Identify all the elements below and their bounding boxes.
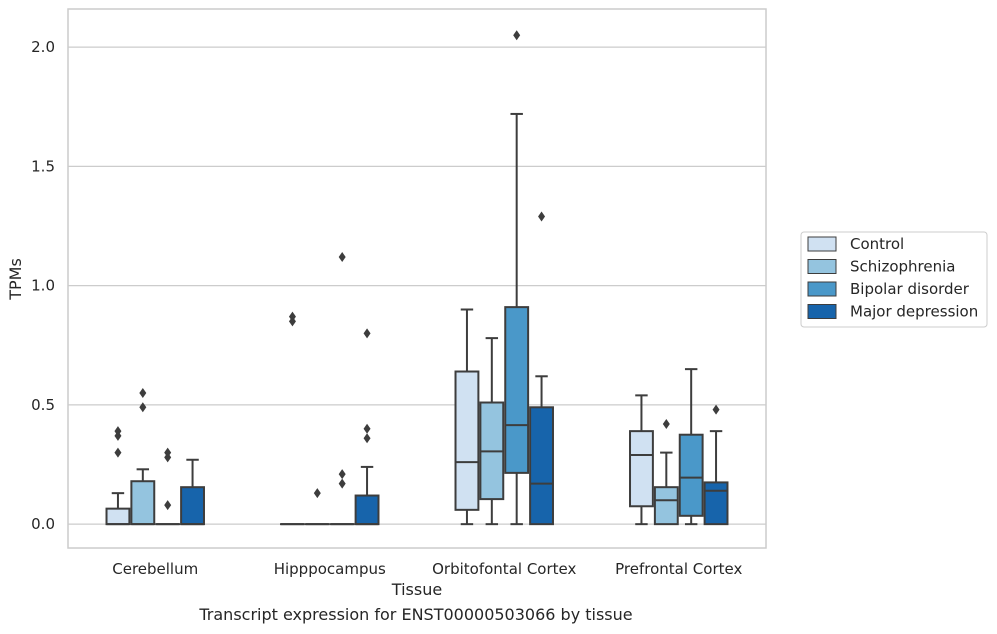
box-body [180, 486, 205, 526]
box-1-1 [304, 488, 330, 526]
outlier-point [513, 30, 521, 41]
legend-label: Major depression [850, 303, 978, 321]
legend-frame [800, 231, 988, 328]
outlier-point [363, 328, 371, 339]
y-axis-label: TPMs [6, 258, 25, 301]
box-0-3 [629, 394, 654, 526]
box-body [454, 370, 480, 511]
box-body [529, 406, 554, 526]
outlier-point [313, 488, 321, 499]
x-tick-labels: Cerebellum Hipppocampus Orbitofontal Corte… [112, 560, 742, 578]
box-body [678, 433, 704, 517]
legend-label: Bipolar disorder [850, 280, 970, 298]
legend-swatch [807, 281, 837, 297]
x-tick-label: Cerebellum [112, 560, 198, 578]
box-1-0 [130, 387, 156, 526]
legend-label: Control [850, 235, 904, 253]
box-3-2 [529, 211, 554, 526]
box-0-2 [454, 308, 480, 526]
outlier-point [288, 311, 296, 322]
x-tick-label: Orbitofontal Cortex [432, 560, 576, 578]
grid-lines [68, 46, 766, 525]
box-3-0 [180, 458, 205, 526]
y-tick-label: 0.5 [31, 396, 55, 414]
x-tick-label: Hipppocampus [274, 560, 386, 578]
outlier-point [712, 404, 720, 415]
legend-swatch [807, 304, 837, 319]
box-body [130, 480, 156, 526]
outlier-point [114, 426, 122, 437]
outlier-point [363, 433, 371, 444]
box-body [105, 507, 131, 526]
box-3-1 [354, 328, 380, 526]
y-tick-label: 0.0 [31, 515, 55, 533]
outlier-point [139, 402, 147, 413]
box-0-0 [105, 426, 131, 526]
outlier-point [139, 387, 147, 398]
outlier-point [164, 500, 172, 511]
boxes [105, 30, 729, 526]
y-tick-label: 1.5 [31, 157, 55, 175]
box-1-3 [653, 418, 679, 526]
outlier-point [363, 423, 371, 434]
box-2-2 [504, 30, 530, 526]
outlier-point [662, 418, 670, 429]
figure-caption: Transcript expression for ENST0000050306… [199, 605, 633, 624]
box-3-3 [703, 404, 729, 526]
outlier-point [338, 469, 346, 480]
x-tick-label: Prefrontal Cortex [615, 560, 742, 578]
box-0-1 [280, 311, 305, 526]
outlier-point [538, 211, 546, 222]
box-body [653, 486, 679, 526]
y-tick-labels: 0.0 0.5 1.0 1.5 2.0 [31, 38, 55, 533]
legend-swatch [807, 236, 837, 252]
legend-swatch [807, 259, 837, 274]
box-2-0 [155, 447, 181, 526]
plot-area-frame [67, 8, 767, 549]
box-2-3 [678, 368, 704, 526]
y-tick-label: 2.0 [31, 38, 55, 56]
outlier-point [338, 478, 346, 489]
legend-label: Schizophrenia [850, 258, 955, 276]
box-body [703, 481, 729, 526]
outlier-point [338, 252, 346, 263]
outlier-point [164, 447, 172, 458]
box-body [354, 494, 380, 526]
outlier-point [114, 447, 122, 458]
box-2-1 [329, 252, 355, 526]
box-1-2 [479, 337, 505, 526]
y-tick-label: 1.0 [31, 277, 55, 295]
x-axis-label: Tissue [391, 580, 442, 599]
legend: Control Schizophrenia Bipolar disorder Majo… [800, 231, 988, 328]
box-body [629, 430, 654, 508]
box-body [504, 306, 530, 474]
